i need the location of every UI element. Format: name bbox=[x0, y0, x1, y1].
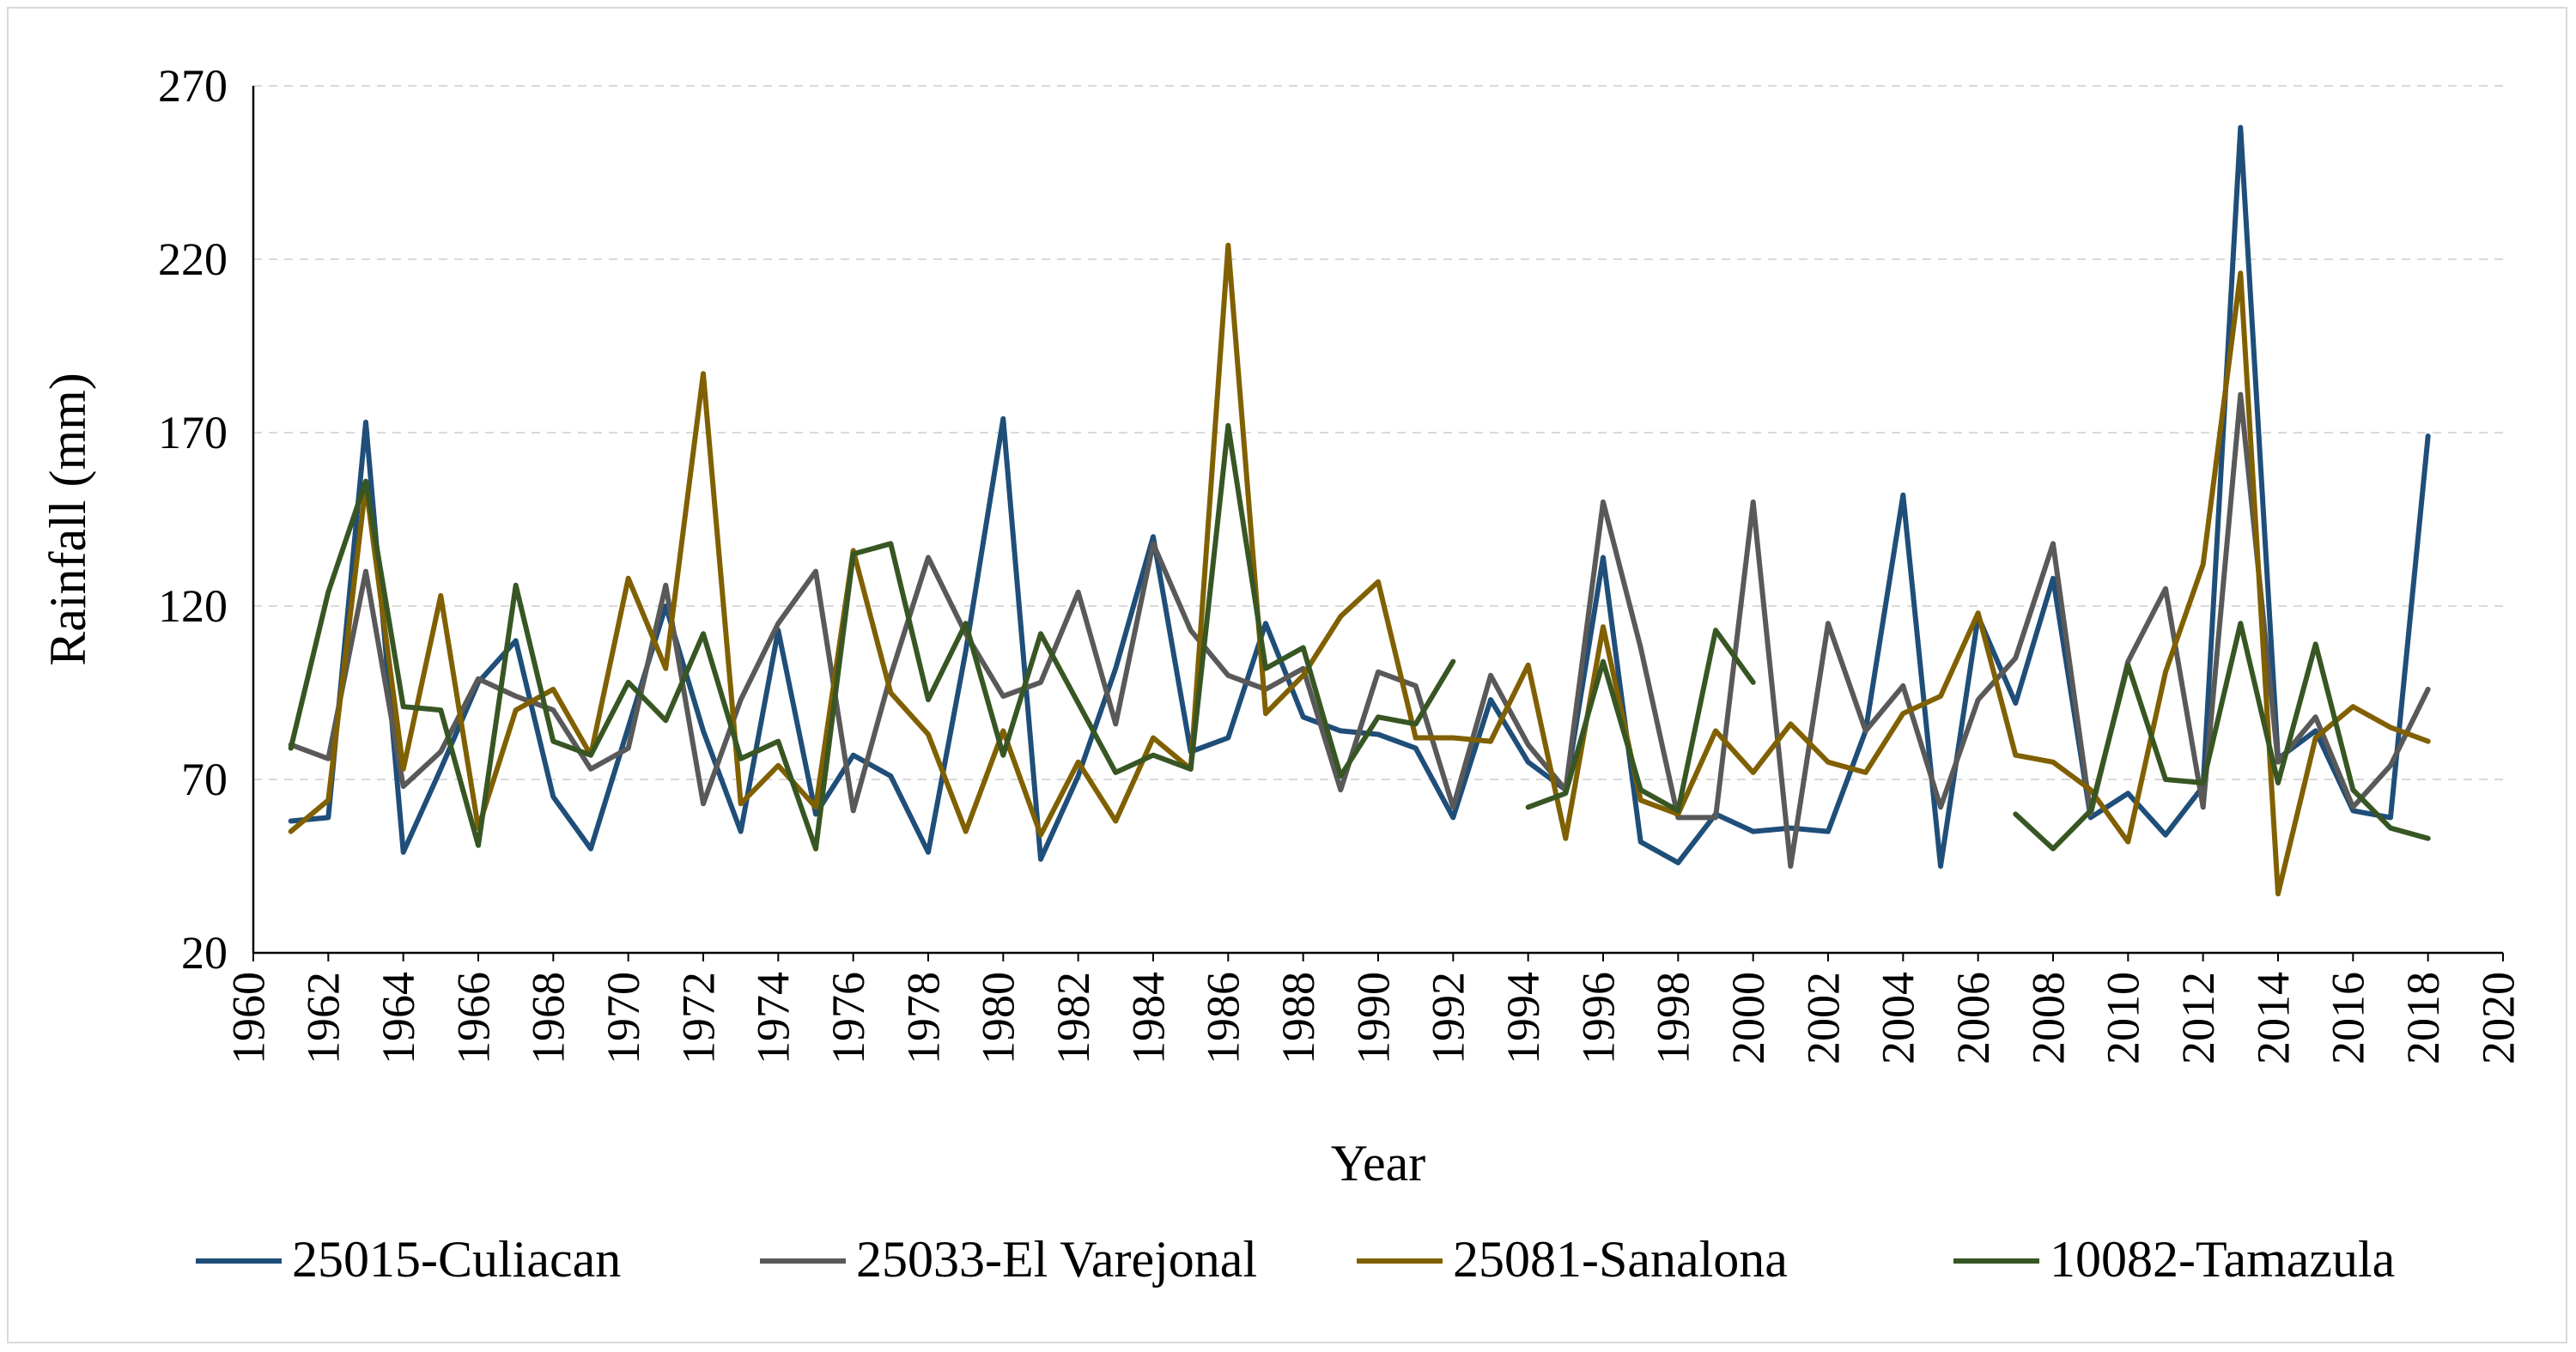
x-tick-label-1990: 1990 bbox=[1347, 972, 1399, 1064]
y-tick-label-120: 120 bbox=[158, 580, 228, 632]
x-tick-label-1992: 1992 bbox=[1423, 972, 1474, 1064]
axes bbox=[252, 86, 2503, 955]
x-tick-label-1964: 1964 bbox=[373, 972, 424, 1064]
x-tick-label-1978: 1978 bbox=[897, 972, 949, 1064]
series-10082-tamazula bbox=[288, 422, 2431, 852]
legend-label-0: 25015-Culiacan bbox=[292, 1231, 621, 1288]
x-tick-label-2010: 2010 bbox=[2098, 972, 2149, 1064]
y-tick-label-20: 20 bbox=[181, 927, 228, 979]
x-tick-label-1974: 1974 bbox=[748, 972, 799, 1064]
x-tick-label-2020: 2020 bbox=[2472, 972, 2524, 1064]
x-tick-label-1988: 1988 bbox=[1273, 972, 1324, 1064]
y-axis-title: Rainfall (mm) bbox=[39, 373, 96, 666]
series-line-segment-3-1 bbox=[1525, 627, 1756, 814]
y-tick-label-170: 170 bbox=[158, 407, 228, 458]
y-tick-label-270: 270 bbox=[158, 60, 228, 112]
x-tick-label-1980: 1980 bbox=[973, 972, 1024, 1064]
series-line-segment-1-0 bbox=[288, 391, 2431, 869]
series-line-segment-3-2 bbox=[2013, 621, 2431, 852]
x-tick-label-2002: 2002 bbox=[1797, 972, 1849, 1064]
x-tick-label-1998: 1998 bbox=[1648, 972, 1699, 1064]
x-tick-label-1976: 1976 bbox=[823, 972, 874, 1064]
x-tick-label-1982: 1982 bbox=[1048, 972, 1099, 1064]
series-line-segment-3-0 bbox=[288, 422, 1456, 852]
x-tick-label-1972: 1972 bbox=[672, 972, 724, 1064]
grid-lines bbox=[253, 85, 2503, 780]
x-tick-label-1962: 1962 bbox=[298, 972, 349, 1064]
x-tick-label-2014: 2014 bbox=[2247, 972, 2299, 1064]
y-tick-label-220: 220 bbox=[158, 233, 228, 285]
x-tick-label-1966: 1966 bbox=[447, 972, 499, 1064]
x-tick-label-2004: 2004 bbox=[1873, 972, 1924, 1064]
x-tick-labels: 1960 1962 1964 1966 1968 1970 1972 1974 1976 1978… bbox=[222, 953, 2524, 1064]
series-lines bbox=[288, 124, 2431, 897]
x-tick-label-2000: 2000 bbox=[1722, 972, 1774, 1064]
y-tick-labels: 20 70 120 170 220 270 bbox=[158, 60, 228, 979]
x-tick-label-1984: 1984 bbox=[1122, 972, 1174, 1064]
x-axis-title: Year bbox=[1331, 1135, 1426, 1191]
x-tick-label-2016: 2016 bbox=[2323, 972, 2374, 1064]
legend-label-1: 25033-El Varejonal bbox=[856, 1231, 1257, 1288]
legend-label-3: 10082-Tamazula bbox=[2050, 1231, 2395, 1288]
x-tick-label-2008: 2008 bbox=[2022, 972, 2074, 1064]
legend-label-2: 25081-Sanalona bbox=[1453, 1231, 1788, 1288]
x-tick-label-1996: 1996 bbox=[1572, 972, 1624, 1064]
series-line-segment-2-0 bbox=[288, 242, 2431, 897]
x-tick-label-1968: 1968 bbox=[523, 972, 574, 1064]
x-tick-label-1986: 1986 bbox=[1198, 972, 1249, 1064]
x-tick-label-2012: 2012 bbox=[2172, 972, 2224, 1064]
x-tick-label-2018: 2018 bbox=[2397, 972, 2449, 1064]
series-25033-el-varejonal bbox=[288, 391, 2431, 869]
x-tick-label-2006: 2006 bbox=[1947, 972, 1999, 1064]
x-tick-label-1994: 1994 bbox=[1498, 972, 1549, 1064]
legend: 25015-Culiacan 25033-El Varejonal 25081-Sa… bbox=[196, 1231, 2395, 1288]
x-tick-label-1970: 1970 bbox=[598, 972, 649, 1064]
y-tick-label-70: 70 bbox=[181, 754, 228, 805]
x-tick-label-1960: 1960 bbox=[222, 972, 274, 1064]
series-25081-sanalona bbox=[288, 242, 2431, 897]
